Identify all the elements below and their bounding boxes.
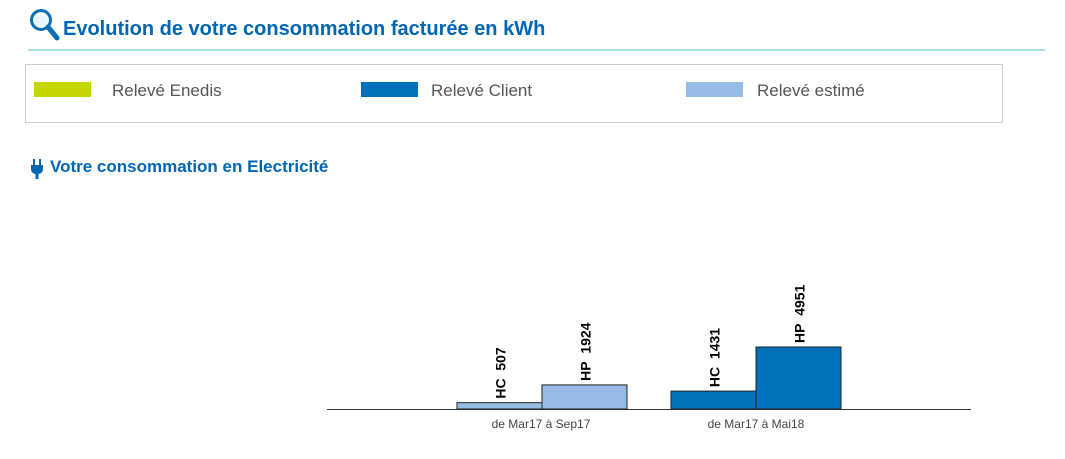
legend-swatch-client: [361, 82, 418, 97]
x-tick-label: de Mar17 à Mai18: [708, 417, 805, 431]
legend: Relevé Enedis Relevé Client Relevé estim…: [25, 64, 1003, 123]
bar-data-label: HC 1431: [707, 328, 723, 387]
legend-label-client: Relevé Client: [431, 81, 533, 100]
bar-hc-0: [456, 402, 543, 410]
bar-hp-0: [541, 384, 628, 410]
bar-data-label: HC 507: [493, 347, 509, 399]
legend-label-estime: Relevé estimé: [757, 81, 865, 100]
section-title: Votre consommation en Electricité: [50, 157, 329, 176]
plug-icon: [31, 159, 43, 179]
page-title: Evolution de votre consommation facturée…: [63, 18, 546, 40]
bar-hp-1: [755, 346, 842, 410]
header-divider: [28, 49, 1045, 51]
bar-hc-1: [670, 390, 757, 410]
x-tick-label: de Mar17 à Sep17: [492, 417, 591, 431]
legend-swatch-estime: [686, 82, 743, 97]
bar-data-label: HP 1924: [578, 322, 594, 381]
legend-label-enedis: Relevé Enedis: [112, 81, 222, 100]
magnifier-icon: [30, 9, 60, 41]
section-header: Evolution de votre consommation facturée…: [28, 6, 1045, 51]
bar-data-label: HP 4951: [792, 284, 808, 343]
legend-swatch-enedis: [34, 82, 91, 97]
